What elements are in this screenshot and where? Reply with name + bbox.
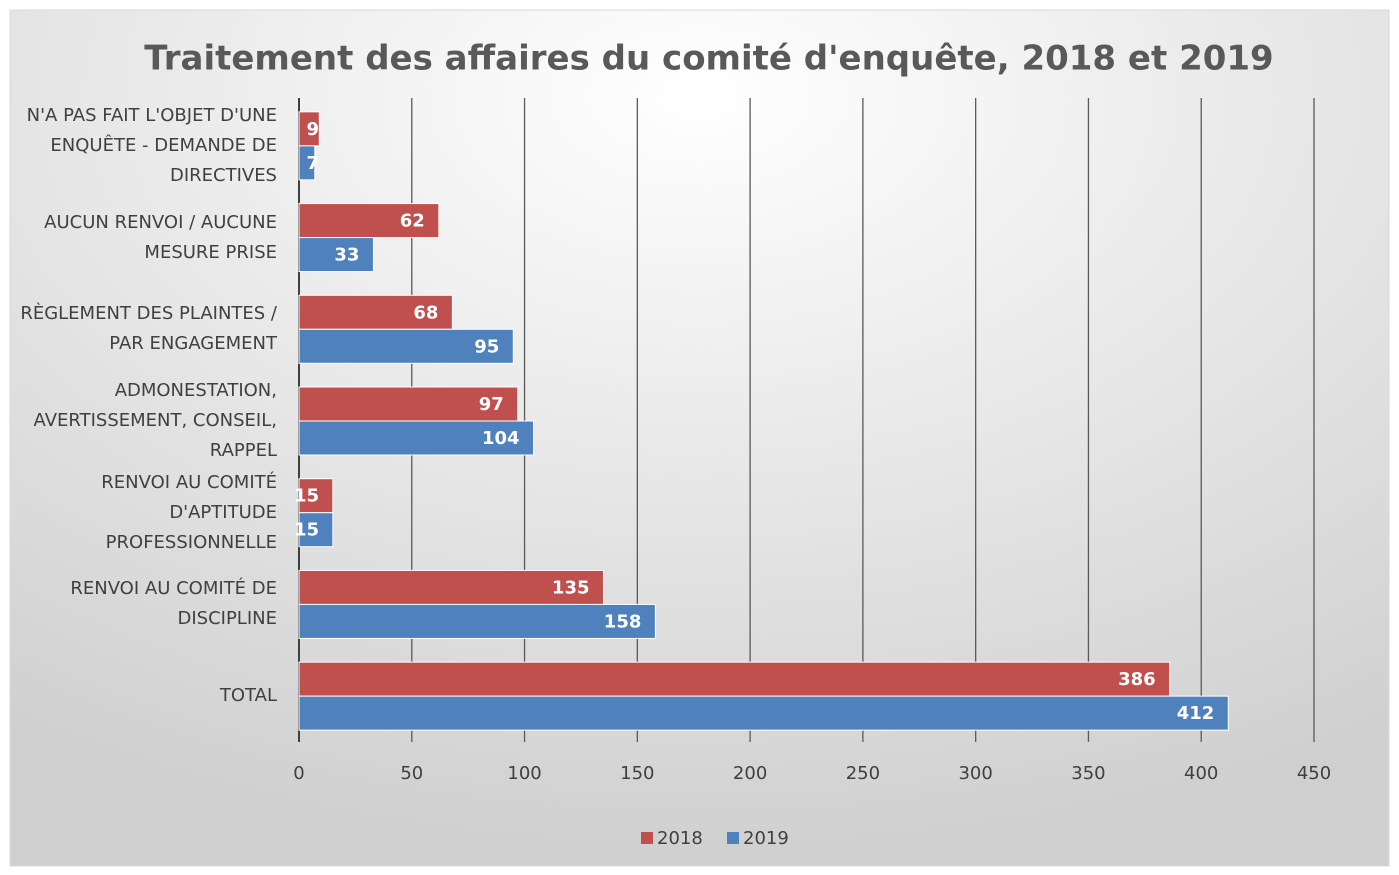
- x-tick-label: 200: [733, 763, 767, 784]
- data-label: 7: [306, 153, 319, 174]
- data-label: 104: [482, 428, 520, 449]
- legend-swatch: [727, 832, 739, 844]
- data-label: 9: [306, 119, 319, 140]
- x-tick-label: 100: [507, 763, 541, 784]
- category-label: AUCUN RENVOI / AUCUNE MESURE PRISE: [44, 211, 277, 263]
- data-label: 386: [1118, 669, 1156, 690]
- bar: [298, 603, 656, 639]
- bar: [298, 569, 604, 605]
- bar: [298, 294, 453, 330]
- x-tick-label: 0: [293, 763, 304, 784]
- data-label: 68: [413, 302, 438, 323]
- bar: [298, 328, 514, 364]
- data-label: 15: [294, 520, 319, 541]
- legend-label: 2018: [657, 828, 703, 849]
- data-label: 95: [474, 336, 499, 357]
- x-tick-label: 350: [1071, 763, 1105, 784]
- category-label: ADMONESTATION, AVERTISSEMENT, CONSEIL, R…: [33, 380, 277, 461]
- bar: [298, 478, 334, 514]
- category-label: N'A PAS FAIT L'OBJET D'UNE ENQUÊTE - DEM…: [26, 104, 277, 186]
- bar: [298, 145, 316, 181]
- data-label: 97: [479, 394, 504, 415]
- bar: [298, 661, 1171, 697]
- x-tick-label: 150: [620, 763, 654, 784]
- category-label: RENVOI AU COMITÉ D'APTITUDE PROFESSIONNE…: [101, 471, 277, 553]
- bar: [298, 237, 374, 273]
- data-label: 33: [334, 245, 359, 266]
- data-label: 158: [604, 611, 642, 632]
- data-label: 62: [400, 211, 425, 232]
- category-label: TOTAL: [219, 685, 277, 707]
- category-label: RÈGLEMENT DES PLAINTES / PAR ENGAGEMENT: [20, 303, 277, 355]
- bar: [298, 203, 440, 239]
- x-tick-label: 50: [400, 763, 423, 784]
- bar: [298, 420, 535, 456]
- data-label: 15: [294, 486, 319, 507]
- x-tick-label: 300: [958, 763, 992, 784]
- bar: [298, 512, 334, 548]
- category-label: RENVOI AU COMITÉ DE DISCIPLINE: [70, 578, 277, 630]
- x-tick-label: 450: [1297, 763, 1331, 784]
- chart-title: Traitement des affaires du comité d'enqu…: [144, 39, 1273, 79]
- x-tick-label: 250: [846, 763, 880, 784]
- legend-swatch: [641, 832, 653, 844]
- data-label: 135: [552, 577, 590, 598]
- bar: [298, 695, 1229, 731]
- data-label: 412: [1177, 703, 1215, 724]
- x-tick-label: 400: [1184, 763, 1218, 784]
- legend-label: 2019: [743, 828, 789, 849]
